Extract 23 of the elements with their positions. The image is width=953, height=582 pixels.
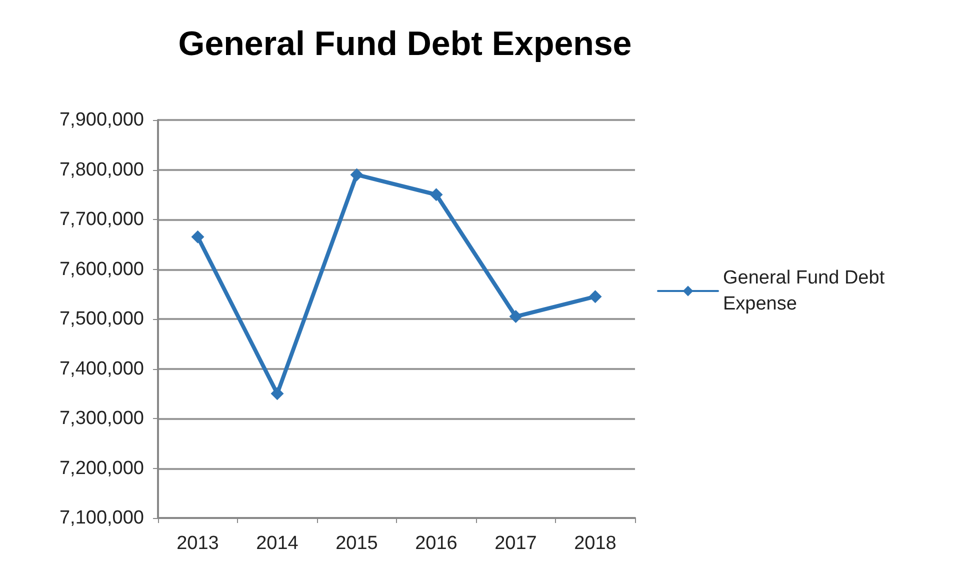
x-tick-label: 2016: [415, 533, 458, 554]
chart-title: General Fund Debt Expense: [178, 25, 632, 63]
y-tick-label: 7,900,000: [59, 110, 144, 130]
point: [350, 168, 364, 182]
point: [509, 310, 522, 324]
y-tick-label: 7,400,000: [59, 358, 144, 380]
legend-label: General Fund Debt Expense: [723, 268, 890, 314]
point: [270, 387, 284, 400]
y-tick-label: 7,700,000: [59, 209, 144, 230]
y-tick-label: 7,100,000: [59, 508, 144, 528]
x-tick-label: 2017: [494, 533, 537, 554]
x-tick-label: 2014: [256, 533, 299, 554]
x-tick-label: 2013: [176, 533, 219, 554]
x-tick-label: 2018: [574, 533, 616, 554]
point: [588, 290, 602, 304]
y-tick-label: 7,200,000: [59, 458, 144, 479]
y-tick-label: 7,300,000: [59, 408, 144, 429]
y-tick-label: 7,500,000: [59, 308, 144, 330]
point: [430, 188, 443, 202]
x-tick-label: 2015: [336, 533, 378, 554]
y-tick-label: 7,800,000: [59, 159, 144, 180]
y-tick-label: 7,600,000: [59, 258, 144, 280]
point: [191, 230, 204, 244]
